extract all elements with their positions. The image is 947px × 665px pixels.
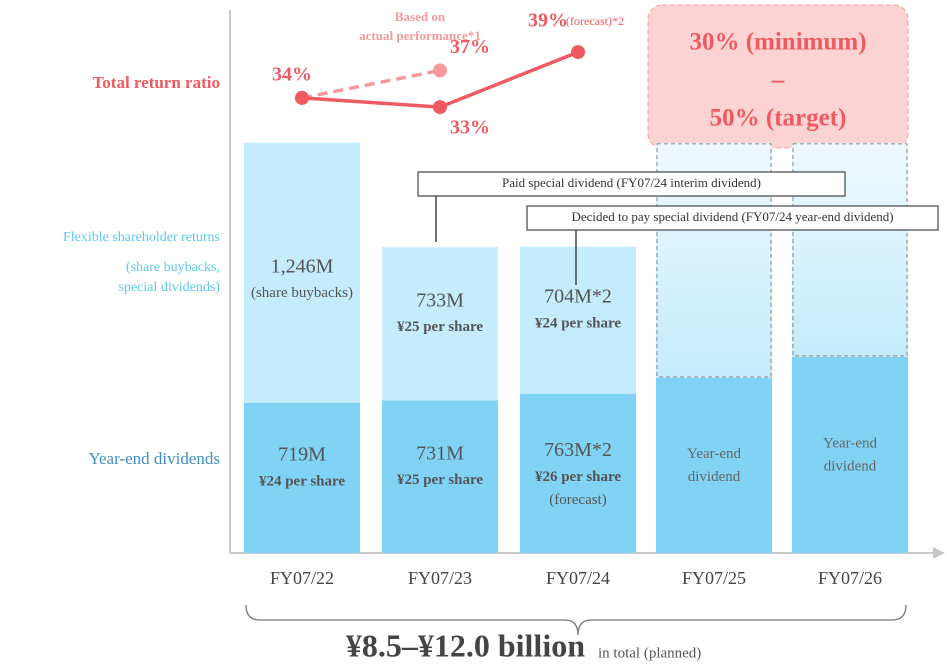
value-label: 1,246M [271, 255, 334, 277]
bar-note: dividend [824, 458, 877, 474]
ratio-label: 37% [450, 36, 490, 58]
bar [520, 246, 636, 394]
planned-outline [792, 143, 908, 357]
ratio-line [301, 50, 579, 109]
bar [382, 400, 498, 553]
bar [792, 356, 908, 553]
ratio-point [295, 90, 309, 105]
bar-note: Year-end [823, 435, 877, 451]
bar-note: (share buybacks) [251, 285, 353, 301]
callout-box [417, 171, 846, 197]
target-text: 50% (target) [710, 105, 847, 132]
bar-note: dividend [688, 469, 741, 485]
ratio-point [433, 100, 447, 115]
axis-arrow [933, 547, 945, 559]
ratio-point [433, 63, 447, 78]
bar-note: ¥25 per share [397, 472, 483, 488]
bar-note: (forecast) [549, 492, 606, 508]
x-tick-label: FY07/24 [546, 568, 610, 588]
bar [382, 247, 498, 401]
x-tick-label: FY07/25 [682, 568, 746, 588]
legend-flexible-sub: (share buybacks, [126, 260, 220, 275]
dashed-line-name: Based on [395, 9, 446, 24]
bar [520, 393, 636, 553]
target-text: 30% (minimum) [689, 29, 866, 56]
legend-ratio: Total return ratio [93, 73, 221, 92]
callout-box [526, 205, 939, 231]
x-tick-label: FY07/22 [270, 568, 334, 588]
total-amount: ¥8.5–¥12.0 billion [346, 627, 585, 663]
ratio-label: 34% [272, 64, 312, 86]
ratio-line [301, 68, 441, 100]
dashed-line-name: actual performance*1 [359, 28, 481, 43]
legend-flexible-sub: special dividends) [119, 280, 221, 295]
brace [245, 604, 907, 636]
target-text: – [771, 67, 785, 94]
x-tick-label: FY07/23 [408, 568, 472, 588]
ratio-label: 33% [450, 117, 490, 139]
legend-year-end: Year-end dividends [88, 449, 220, 468]
bar-note: ¥24 per share [535, 316, 621, 332]
bar [244, 142, 360, 403]
bar [244, 402, 360, 553]
ratio-point [571, 45, 585, 60]
bar-note: ¥24 per share [259, 473, 345, 489]
bar-note: ¥26 per share [535, 469, 621, 485]
total-note: in total (planned) [598, 645, 701, 661]
planned-outline [656, 143, 772, 378]
bar-note: Year-end [687, 446, 741, 462]
value-label: 731M [416, 442, 464, 464]
value-label: 763M*2 [544, 439, 612, 461]
value-label: 719M [278, 444, 326, 466]
forecast-note: (forecast)*2 [566, 14, 624, 28]
callout-text: Paid special dividend (FY07/24 interim d… [502, 175, 761, 190]
x-tick-label: FY07/26 [818, 568, 882, 588]
bar [656, 377, 772, 553]
legend-flexible: Flexible shareholder returns [63, 230, 220, 245]
target-box [647, 4, 909, 149]
callout-text: Decided to pay special dividend (FY07/24… [571, 209, 893, 224]
value-label: 704M*2 [544, 286, 612, 308]
bar-note: ¥25 per share [397, 319, 483, 335]
value-label: 733M [416, 289, 464, 311]
ratio-label: 39% [528, 10, 568, 32]
